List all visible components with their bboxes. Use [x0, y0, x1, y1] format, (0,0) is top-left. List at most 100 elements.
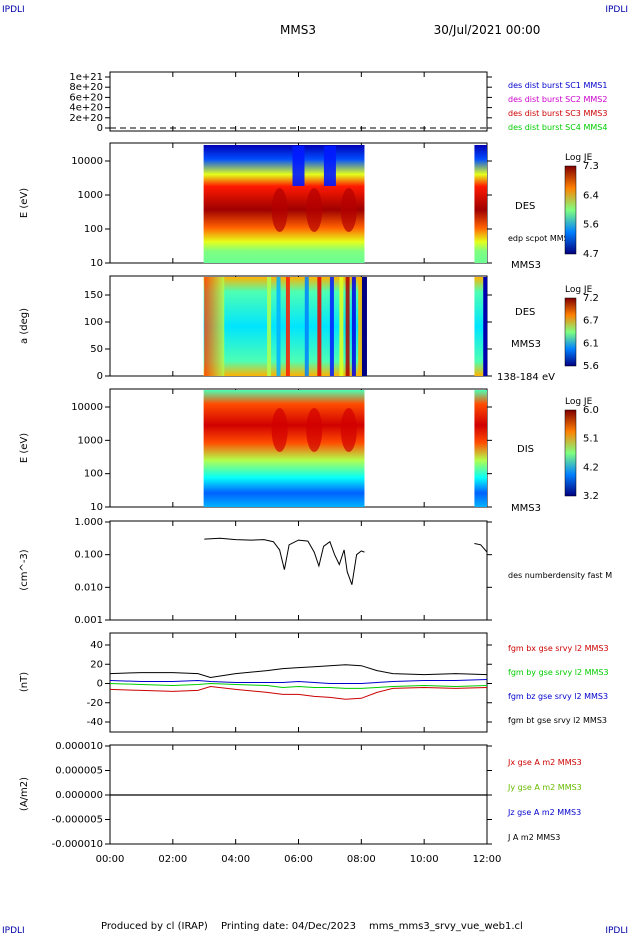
colorbar-dis-energy-tick-label: 5.1: [583, 434, 599, 445]
bfield-y-tick-label: 0: [97, 679, 103, 690]
ylabel-des-energy: E (eV): [19, 188, 30, 218]
des-pitch-stripe: [345, 277, 350, 376]
des-energy-blob: [271, 188, 288, 232]
corner-label-top-left: IPDLI: [2, 5, 25, 15]
density-legend-entry: des numberdensity fast M: [508, 571, 612, 580]
current-legend-entry: Jz gse A m2 MMS3: [507, 808, 581, 817]
colorbar-des-energy-tick-label: 4.7: [583, 249, 599, 260]
current-y-tick-label: 0.000005: [55, 766, 103, 777]
des-pitch-stripe: [339, 277, 344, 376]
des-pitch-stripe: [204, 277, 225, 376]
des-energy-right-bottom: MMS3: [511, 260, 541, 271]
des-energy-right-label: DES: [515, 201, 535, 212]
footer-printing-date: Printing date: 04/Dec/2023: [221, 921, 356, 932]
ylabel-bfield: (nT): [19, 672, 30, 692]
colorbar-des-pitch-tick-label: 7.2: [583, 293, 599, 304]
bfield-y-tick-label: 20: [90, 659, 103, 670]
des-pitch-stripe: [329, 277, 334, 376]
colorbar-title-des-energy: Log JE: [565, 153, 593, 163]
panel-frame-density: [109, 520, 488, 621]
dis-energy-y-tick-label: 10000: [71, 402, 103, 413]
corner-label-bottom-right: IPDLI: [605, 926, 628, 934]
des-pitch-right-sublabel: MMS3: [511, 339, 541, 350]
dis-energy-blob: [340, 408, 357, 452]
burst-y-tick-label: 0: [97, 123, 103, 134]
colorbar-des-pitch-bar: [564, 297, 577, 367]
x-tick-label: 12:00: [473, 854, 502, 865]
bfield-line: [109, 664, 488, 679]
plot-spacecraft-title: MMS3: [280, 23, 316, 37]
burst-legend-entry: des dist burst SC1 MMS1: [508, 81, 607, 90]
des-pitch-stripe: [317, 277, 322, 376]
dis-energy-y-tick-label: 10: [90, 502, 103, 513]
bfield-legend-entry: fgm bx gse srvy l2 MMS3: [508, 644, 609, 653]
current-y-tick-label: 0.000000: [55, 790, 103, 801]
des-energy-y-tick-label: 10000: [71, 156, 103, 167]
density-y-tick-label: 1.000: [74, 517, 103, 528]
des-pitch-stripe: [351, 277, 356, 376]
burst-legend-entry: des dist burst SC4 MMS4: [508, 123, 607, 132]
des-pitch-stripe: [267, 277, 272, 376]
colorbar-dis-energy-tick-label: 6.0: [583, 405, 599, 416]
current-legend-entry: Jy gse A m2 MMS3: [507, 783, 582, 792]
des-energy-blob: [306, 188, 323, 232]
des-pitch-stripe: [285, 277, 290, 376]
burst-legend-entry: des dist burst SC2 MMS2: [508, 95, 607, 104]
x-tick-label: 10:00: [410, 854, 439, 865]
des-pitch-right-label: DES: [515, 307, 535, 318]
des-energy-y-tick-label: 1000: [78, 190, 103, 201]
current-y-tick-label: -0.000010: [52, 839, 103, 850]
bfield-legend-entry: fgm by gse srvy l2 MMS3: [508, 668, 609, 677]
des-pitch-stripe: [304, 277, 309, 376]
dis-energy-blob: [306, 408, 323, 452]
des-pitch-y-tick-label: 50: [90, 344, 103, 355]
des-pitch-stripe: [361, 277, 367, 376]
burst-y-tick-label: 4e+20: [69, 103, 103, 114]
current-legend-entry: J A m2 MMS3: [507, 833, 560, 842]
bfield-legend-entry: fgm bz gse srvy l2 MMS3: [508, 692, 608, 701]
chart-marks-layer: 1e+218e+206e+204e+202e+20010000100010010…: [52, 72, 612, 865]
des-energy-y-tick-label: 10: [90, 258, 103, 269]
density-line: [474, 543, 488, 553]
colorbar-dis-energy-tick-label: 3.2: [583, 491, 599, 502]
colorbar-des-energy-bar: [564, 165, 577, 255]
des-pitch-y-tick-label: 150: [84, 290, 103, 301]
burst-y-tick-label: 8e+20: [69, 82, 103, 93]
x-tick-label: 02:00: [158, 854, 187, 865]
des-pitch-stripe: [358, 277, 363, 376]
x-tick-label: 04:00: [221, 854, 250, 865]
ylabel-des-pitch: a (deg): [19, 308, 30, 344]
des-pitch-stripe: [483, 277, 488, 376]
bfield-y-tick-label: -20: [87, 698, 103, 709]
colorbar-des-energy-tick-label: 7.3: [583, 161, 599, 172]
panel-frame-bfield: [109, 632, 488, 733]
bfield-line: [109, 682, 488, 689]
footer-produced-by: Produced by cl (IRAP): [101, 921, 208, 932]
dis-energy-heatmap-block: [203, 390, 365, 507]
ylabel-dis-energy: E (eV): [19, 433, 30, 463]
des-energy-right-sublabel: edp scpot MMS3: [508, 234, 574, 243]
plot-datetime: 30/Jul/2021 00:00: [434, 23, 541, 37]
current-y-tick-label: 0.000010: [55, 741, 103, 752]
des-energy-blob: [340, 188, 357, 232]
density-line: [204, 537, 365, 585]
footer-filename: mms_mms3_srvy_vue_web1.cl: [369, 921, 523, 932]
colorbar-dis-energy-tick-label: 4.2: [583, 462, 599, 473]
colorbar-des-energy-tick-label: 5.6: [583, 220, 599, 231]
dis-energy-y-tick-label: 1000: [78, 435, 103, 446]
burst-legend-entry: des dist burst SC3 MMS3: [508, 109, 607, 118]
bfield-line: [109, 679, 488, 684]
x-tick-label: 08:00: [347, 854, 376, 865]
density-y-tick-label: 0.100: [74, 550, 103, 561]
burst-y-tick-label: 2e+20: [69, 113, 103, 124]
x-tick-label: 06:00: [284, 854, 313, 865]
dis-energy-right-label: DIS: [517, 444, 534, 455]
x-tick-label: 00:00: [96, 854, 125, 865]
corner-label-top-right: IPDLI: [605, 5, 628, 15]
corner-label-bottom-left: IPDLI: [2, 926, 25, 934]
des-energy-y-tick-label: 100: [84, 224, 103, 235]
des-pitch-right-bottom: 138-184 eV: [497, 372, 555, 383]
des-pitch-y-tick-label: 0: [97, 371, 103, 382]
density-y-tick-label: 0.001: [74, 615, 103, 626]
